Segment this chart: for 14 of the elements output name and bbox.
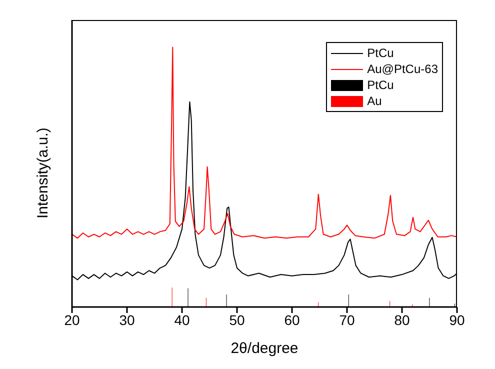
x-tick-label: 30 xyxy=(119,312,135,328)
x-tick-label: 60 xyxy=(284,312,300,328)
x-tick-label: 90 xyxy=(449,312,465,328)
x-tick-label: 50 xyxy=(229,312,245,328)
y-axis-title: Intensity(a.u.) xyxy=(34,128,52,218)
legend-label: PtCu xyxy=(367,77,394,93)
x-tick-label: 20 xyxy=(64,312,80,328)
x-axis-title: 2θ/degree xyxy=(230,340,298,357)
legend-label: PtCu xyxy=(367,45,394,61)
legend-label: Au@PtCu-63 xyxy=(367,61,438,77)
x-tick-label: 40 xyxy=(174,312,190,328)
legend-label: Au xyxy=(367,93,382,109)
x-tick-label: 80 xyxy=(394,312,410,328)
x-tick-label: 70 xyxy=(339,312,355,328)
